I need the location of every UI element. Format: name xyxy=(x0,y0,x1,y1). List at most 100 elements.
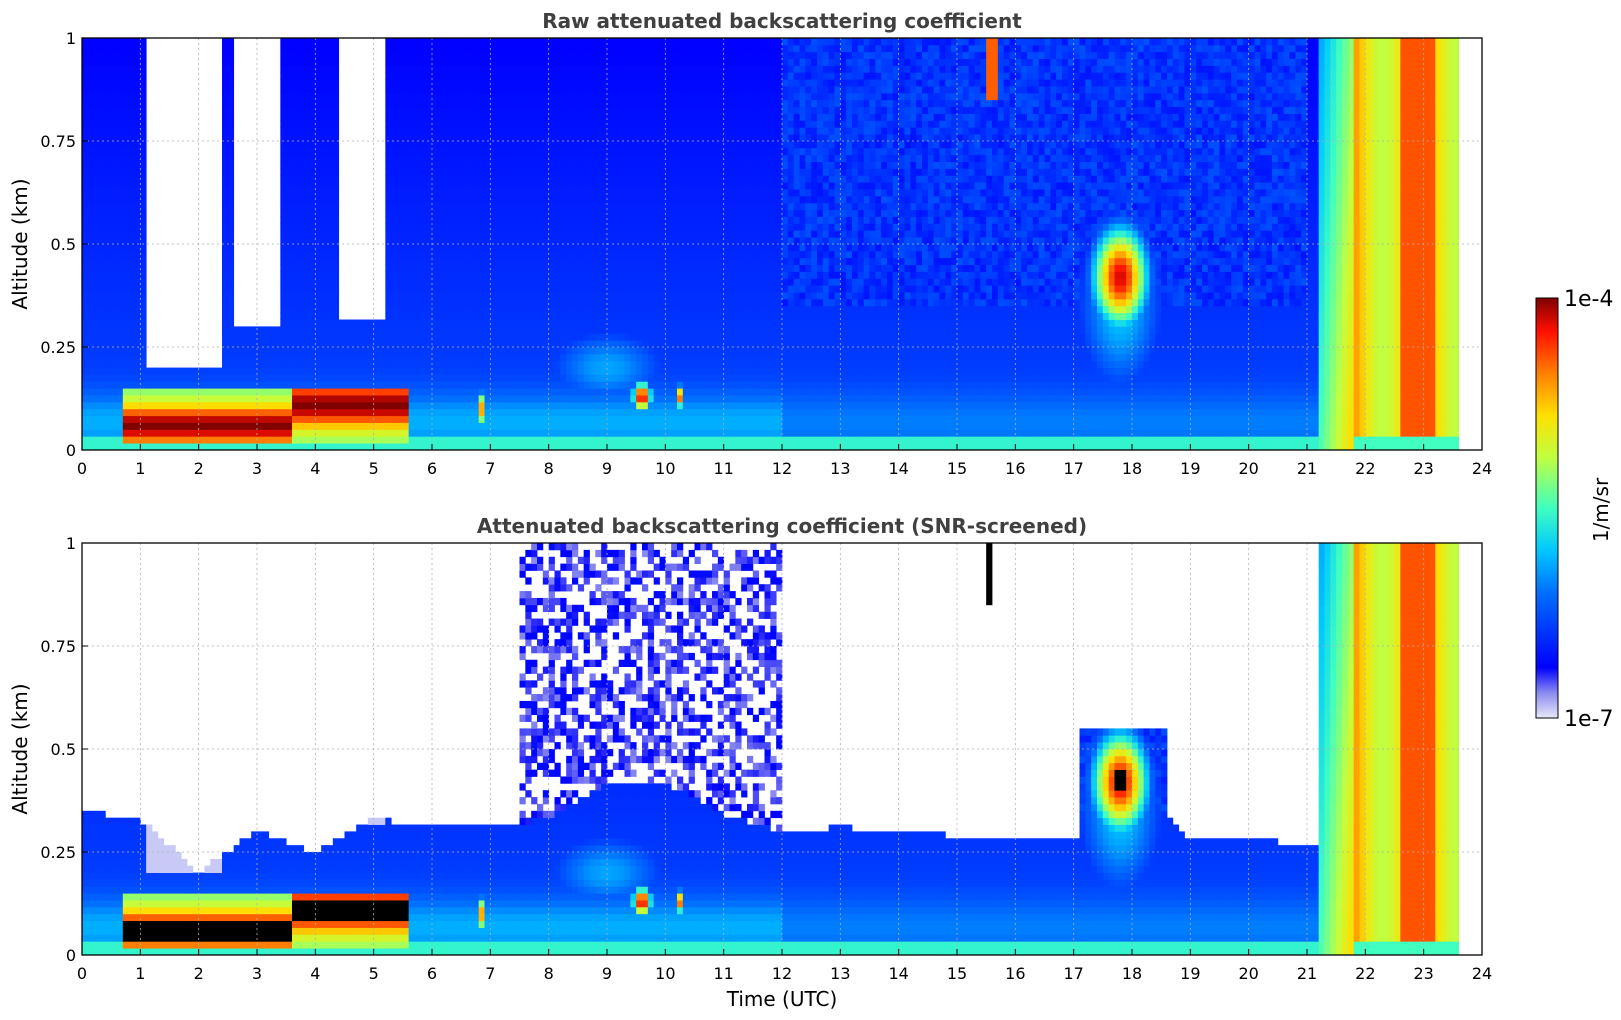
heatmap-cell xyxy=(292,340,299,348)
heatmap-cell xyxy=(397,127,404,135)
heatmap-cell xyxy=(583,195,590,204)
heatmap-cell xyxy=(99,223,106,231)
heatmap-cell xyxy=(280,388,287,396)
heatmap-cell xyxy=(449,175,456,183)
heatmap-cell xyxy=(402,72,410,80)
heatmap-cell xyxy=(391,360,398,368)
heatmap-cell xyxy=(82,44,89,53)
heatmap-cell xyxy=(292,312,299,320)
heatmap-cell xyxy=(682,161,690,169)
heatmap-cell xyxy=(478,237,485,245)
heatmap-cell xyxy=(385,86,392,94)
heatmap-cell xyxy=(537,422,544,430)
heatmap-cell xyxy=(455,195,462,204)
heatmap-cell xyxy=(607,408,614,417)
heatmap-cell xyxy=(251,436,258,444)
heatmap-cell xyxy=(309,168,316,176)
heatmap-cell xyxy=(163,367,170,375)
heatmap-cell xyxy=(671,195,678,204)
heatmap-cell xyxy=(461,99,468,108)
heatmap-cell xyxy=(542,381,550,389)
heatmap-cell xyxy=(303,367,310,375)
heatmap-cell xyxy=(612,202,620,211)
heatmap-cell xyxy=(624,230,631,238)
heatmap-cell xyxy=(327,223,334,231)
heatmap-cell xyxy=(659,395,666,403)
heatmap-cell xyxy=(157,381,165,389)
heatmap-cell xyxy=(332,443,340,450)
heatmap-cell xyxy=(677,264,684,272)
heatmap-cell xyxy=(455,154,462,162)
heatmap-cell xyxy=(595,401,602,410)
heatmap-cell xyxy=(222,443,229,450)
heatmap-cell xyxy=(537,79,544,87)
heatmap-cell xyxy=(408,381,415,389)
heatmap-cell xyxy=(128,360,135,368)
heatmap-cell xyxy=(111,292,118,300)
heatmap-cell xyxy=(507,182,515,190)
heatmap-cell xyxy=(87,429,95,437)
heatmap-cell xyxy=(653,415,660,423)
heatmap-cell xyxy=(82,333,89,341)
heatmap-cell xyxy=(432,127,439,135)
heatmap-cell xyxy=(531,312,538,320)
heatmap-cell xyxy=(682,298,690,307)
heatmap-cell xyxy=(531,264,538,272)
heatmap-cell xyxy=(682,65,690,73)
heatmap-cell xyxy=(426,422,433,430)
heatmap-cell xyxy=(531,127,538,135)
heatmap-cell xyxy=(461,374,468,382)
heatmap-cell xyxy=(612,72,620,80)
heatmap-cell xyxy=(636,175,643,183)
heatmap-cell xyxy=(408,161,415,169)
heatmap-cell xyxy=(286,92,293,101)
heatmap-cell xyxy=(642,333,649,341)
heatmap-cell xyxy=(309,92,316,101)
heatmap-cell xyxy=(554,250,561,259)
heatmap-cell xyxy=(344,360,351,368)
heatmap-cell xyxy=(502,367,509,375)
heatmap-cell xyxy=(356,367,363,375)
heatmap-cell xyxy=(321,209,328,217)
heatmap-cell xyxy=(82,436,89,444)
heatmap-cell xyxy=(502,333,509,341)
heatmap-cell xyxy=(513,436,520,444)
heatmap-cell xyxy=(647,92,655,101)
heatmap-cell xyxy=(140,175,147,183)
heatmap-cell xyxy=(175,422,182,430)
heatmap-cell xyxy=(280,374,287,382)
heatmap-cell xyxy=(478,72,485,80)
heatmap-cell xyxy=(642,367,649,375)
heatmap-cell xyxy=(373,422,380,430)
heatmap-cell xyxy=(122,305,130,314)
heatmap-cell xyxy=(309,209,316,217)
heatmap-cell xyxy=(665,230,672,238)
heatmap-cell xyxy=(513,401,520,410)
heatmap-cell xyxy=(618,161,625,169)
heatmap-cell xyxy=(478,38,485,46)
heatmap-cell xyxy=(414,195,421,204)
heatmap-cell xyxy=(117,443,124,450)
heatmap-cell xyxy=(420,168,427,176)
heatmap-cell xyxy=(647,340,655,348)
heatmap-cell xyxy=(87,58,95,66)
heatmap-cell xyxy=(426,429,433,437)
heatmap-cell xyxy=(257,395,264,403)
heatmap-cell xyxy=(618,298,625,307)
heatmap-cell xyxy=(426,161,433,169)
heatmap-cell xyxy=(443,230,450,238)
heatmap-cell xyxy=(327,367,334,375)
heatmap-cell xyxy=(583,271,590,279)
heatmap-cell xyxy=(222,347,229,355)
heatmap-cell xyxy=(682,333,690,341)
heatmap-cell xyxy=(117,388,124,396)
heatmap-cell xyxy=(665,182,672,190)
heatmap-cell xyxy=(572,415,579,423)
heatmap-cell xyxy=(181,381,188,389)
heatmap-cell xyxy=(624,401,631,410)
heatmap-cell xyxy=(373,408,380,417)
heatmap-cell xyxy=(537,38,544,46)
heatmap-cell xyxy=(222,395,229,403)
heatmap-cell xyxy=(303,333,310,341)
heatmap-cell xyxy=(233,415,240,423)
